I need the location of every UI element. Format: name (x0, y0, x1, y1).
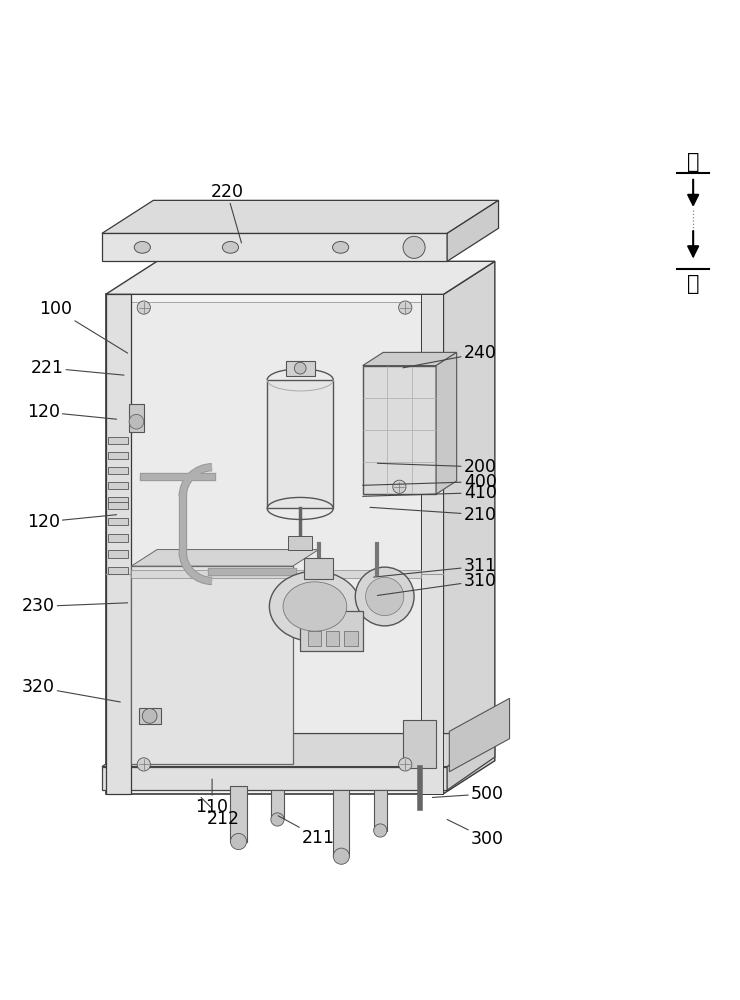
Text: 221: 221 (30, 359, 124, 377)
Bar (130, 570, 421, 578)
Polygon shape (449, 698, 510, 772)
Bar (286, 361, 315, 376)
Circle shape (399, 758, 412, 771)
Ellipse shape (332, 241, 349, 253)
Polygon shape (102, 200, 499, 233)
Polygon shape (443, 261, 495, 794)
Bar (304, 558, 333, 579)
Text: 311: 311 (374, 557, 497, 577)
Bar (374, 790, 387, 830)
Text: 310: 310 (377, 572, 497, 595)
Circle shape (355, 567, 414, 626)
Circle shape (374, 824, 387, 837)
Bar (108, 502, 128, 509)
Polygon shape (436, 352, 457, 494)
Bar (230, 786, 246, 842)
Bar (106, 294, 443, 794)
Circle shape (403, 236, 425, 258)
Polygon shape (102, 734, 495, 767)
Text: 120: 120 (27, 513, 117, 531)
Circle shape (295, 362, 306, 374)
Bar (300, 611, 363, 651)
Bar (102, 233, 447, 261)
Bar (108, 534, 128, 542)
Circle shape (142, 709, 157, 723)
Polygon shape (106, 261, 495, 294)
Circle shape (129, 414, 144, 429)
Bar (363, 366, 436, 494)
Text: 下: 下 (687, 275, 699, 294)
Bar (344, 631, 357, 646)
Text: 230: 230 (21, 597, 127, 615)
Bar (108, 467, 128, 474)
Ellipse shape (134, 241, 150, 253)
Bar (308, 631, 321, 646)
Bar (131, 302, 440, 786)
Bar (267, 380, 333, 508)
Text: 100: 100 (39, 300, 127, 353)
Bar (333, 790, 349, 856)
Text: 120: 120 (27, 403, 117, 421)
Text: 200: 200 (377, 458, 497, 476)
Circle shape (137, 301, 150, 314)
Text: 500: 500 (432, 785, 504, 803)
Circle shape (399, 301, 412, 314)
Circle shape (366, 577, 404, 616)
Text: 410: 410 (363, 484, 497, 502)
Text: 220: 220 (210, 183, 243, 243)
Circle shape (271, 813, 284, 826)
Polygon shape (363, 352, 457, 366)
Bar (108, 452, 128, 459)
Polygon shape (447, 734, 495, 790)
Text: 212: 212 (201, 797, 240, 828)
Bar (289, 536, 312, 550)
Ellipse shape (283, 582, 347, 631)
Ellipse shape (269, 571, 360, 642)
Text: 上: 上 (687, 153, 699, 172)
Circle shape (393, 480, 406, 493)
Bar (108, 482, 128, 489)
Bar (108, 518, 128, 525)
Polygon shape (447, 200, 499, 261)
Text: 320: 320 (21, 678, 121, 702)
Bar (271, 790, 284, 819)
Text: 240: 240 (403, 344, 497, 368)
Bar (106, 294, 130, 794)
Bar (108, 550, 128, 558)
Polygon shape (131, 550, 319, 566)
Text: 110: 110 (195, 779, 229, 816)
Ellipse shape (223, 241, 238, 253)
Bar (421, 294, 443, 794)
Circle shape (333, 848, 349, 864)
Bar (108, 497, 128, 504)
Text: 300: 300 (447, 819, 504, 848)
Bar (326, 631, 339, 646)
Bar (138, 708, 161, 724)
Bar (108, 437, 128, 444)
Bar (131, 566, 293, 764)
Circle shape (137, 758, 150, 771)
Text: 400: 400 (363, 473, 497, 491)
Circle shape (230, 833, 246, 850)
Bar (403, 720, 436, 768)
Bar (129, 404, 144, 432)
Bar (102, 767, 447, 790)
Text: 211: 211 (278, 816, 335, 847)
Bar (108, 567, 128, 574)
Text: 210: 210 (370, 506, 497, 524)
